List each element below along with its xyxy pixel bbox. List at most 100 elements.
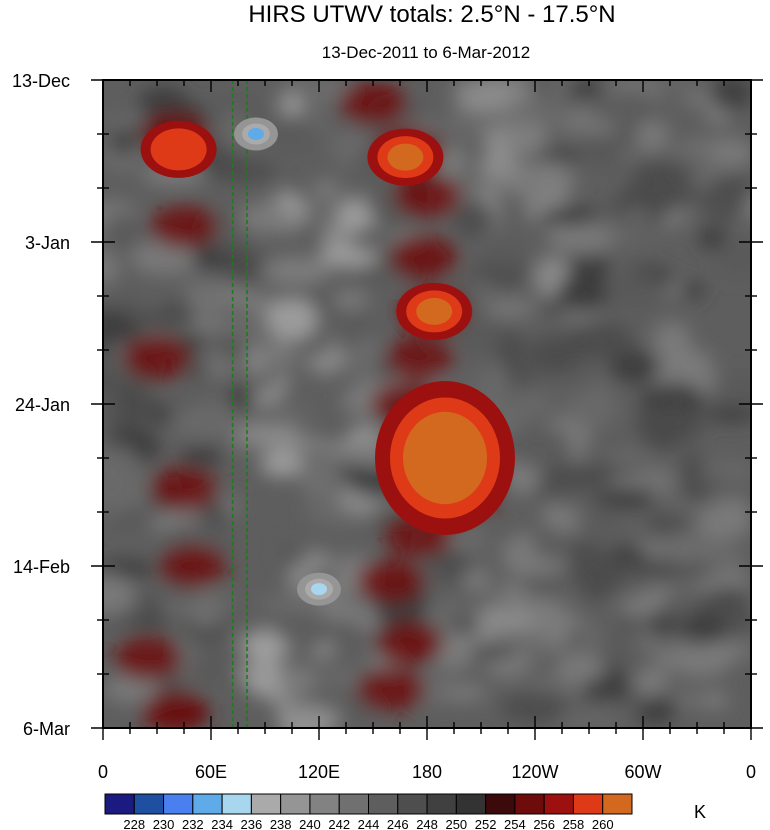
texture-blob — [710, 80, 751, 110]
colorbar-swatch — [514, 793, 545, 815]
texture-blob — [570, 552, 628, 594]
texture-blob — [500, 692, 567, 723]
colorbar-swatch — [250, 793, 282, 815]
texture-blob — [591, 486, 657, 509]
chart-subtitle: 13-Dec-2011 to 6-Mar-2012 — [322, 43, 531, 62]
texture-blob — [586, 120, 616, 134]
colorbar-swatch — [104, 793, 135, 815]
warm-region — [357, 559, 425, 604]
texture-blob — [278, 93, 304, 116]
texture-blob — [441, 683, 487, 702]
texture-blob — [103, 309, 132, 326]
warm-region — [150, 466, 218, 511]
cold-core-contour — [248, 128, 264, 140]
texture-blob — [520, 579, 583, 597]
colorbar-label: 234 — [211, 817, 233, 830]
texture-blob — [222, 245, 265, 285]
texture-blob — [557, 273, 609, 313]
texture-blob — [697, 507, 751, 540]
y-tick-label: 3-Jan — [25, 233, 70, 253]
colorbar-swatch — [485, 793, 516, 815]
texture-blob — [311, 482, 337, 504]
texture-blob — [486, 359, 507, 401]
x-tick-label: 120E — [298, 762, 340, 782]
texture-blob — [111, 129, 134, 160]
texture-blob — [267, 120, 321, 150]
texture-blob — [530, 149, 583, 162]
texture-blob — [238, 201, 297, 234]
texture-blob — [661, 349, 713, 370]
texture-blob — [181, 271, 230, 298]
colorbar-label: 258 — [563, 817, 585, 830]
texture-blob — [287, 444, 342, 482]
colorbar-swatch — [309, 793, 340, 815]
colorbar-label: 238 — [270, 817, 292, 830]
colorbar-swatch — [280, 793, 311, 815]
x-tick-label: 0 — [98, 762, 108, 782]
texture-blob — [632, 627, 656, 643]
texture-blob — [276, 665, 317, 697]
texture-blob — [632, 119, 670, 153]
warm-region — [357, 667, 425, 712]
texture-blob — [506, 426, 573, 469]
colorbar-swatch — [397, 793, 428, 815]
warm-region — [389, 235, 458, 280]
warm-core-contour — [387, 143, 424, 171]
texture-blob — [716, 239, 751, 279]
texture-blob — [138, 86, 188, 118]
texture-blob — [484, 299, 536, 317]
texture-blob — [233, 664, 263, 678]
colorbar-swatch — [338, 793, 370, 815]
y-tick-label: 13-Dec — [12, 71, 70, 91]
texture-blob — [580, 677, 633, 701]
warm-region — [375, 621, 443, 666]
texture-blob — [697, 226, 727, 250]
texture-blob — [103, 478, 138, 515]
texture-blob — [356, 334, 383, 372]
y-axis: 13-Dec 3-Jan 24-Jan 14-Feb 6-Mar — [12, 71, 763, 739]
texture-blob — [452, 200, 496, 238]
chart-title: HIRS UTWV totals: 2.5°N - 17.5°N — [248, 1, 615, 28]
texture-blob — [329, 620, 361, 644]
colorbar-swatch — [133, 793, 165, 815]
texture-blob — [279, 80, 342, 94]
texture-blob — [663, 589, 696, 622]
colorbar-label: 236 — [241, 817, 263, 830]
texture-blob — [588, 383, 612, 402]
texture-blob — [189, 649, 246, 686]
cold-core-contour — [311, 583, 327, 596]
texture-blob — [179, 446, 225, 466]
colorbar-label: 254 — [504, 817, 526, 830]
texture-blob — [276, 608, 333, 650]
texture-blob — [181, 360, 216, 378]
texture-blob — [105, 210, 139, 253]
colorbar-label: 246 — [387, 817, 409, 830]
colorbar-swatch — [455, 793, 487, 815]
texture-blob — [252, 387, 284, 408]
x-axis: 0 60E 120E 180 120W 60W 0 — [98, 80, 756, 782]
texture-blob — [588, 133, 626, 172]
colorbar-label: 244 — [358, 817, 380, 830]
texture-blob — [655, 80, 704, 87]
colorbar-label: 240 — [299, 817, 321, 830]
warm-core-contour — [416, 297, 453, 325]
colorbar-swatch — [368, 793, 399, 815]
texture-blob — [435, 143, 468, 182]
colorbar-label: 248 — [416, 817, 438, 830]
texture-blob — [695, 473, 727, 494]
colorbar-label: 250 — [445, 817, 467, 830]
warm-core-contour — [403, 411, 487, 505]
colorbar-label: 230 — [153, 817, 175, 830]
texture-blob — [528, 675, 575, 690]
x-tick-label: 60W — [624, 762, 661, 782]
texture-blob — [705, 106, 730, 127]
texture-blob — [609, 350, 660, 384]
texture-blob — [506, 159, 576, 204]
texture-blob — [530, 80, 553, 102]
warm-region — [339, 81, 407, 126]
x-tick-label: 60E — [195, 762, 227, 782]
texture-blob — [567, 321, 635, 360]
texture-blob — [626, 560, 680, 579]
texture-blob — [636, 698, 679, 727]
